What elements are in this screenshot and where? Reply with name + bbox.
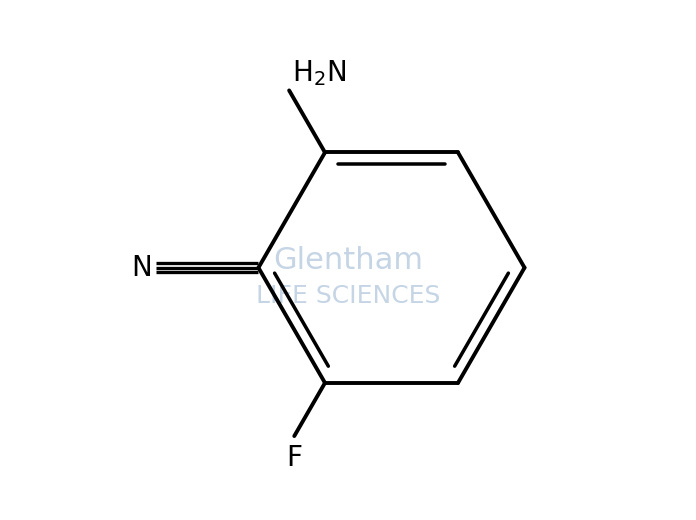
Text: H$_2$N: H$_2$N [292,58,346,88]
Text: LIFE SCIENCES: LIFE SCIENCES [256,284,440,308]
Text: Glentham: Glentham [273,245,423,275]
Text: N: N [132,254,152,282]
Text: F: F [286,444,302,472]
